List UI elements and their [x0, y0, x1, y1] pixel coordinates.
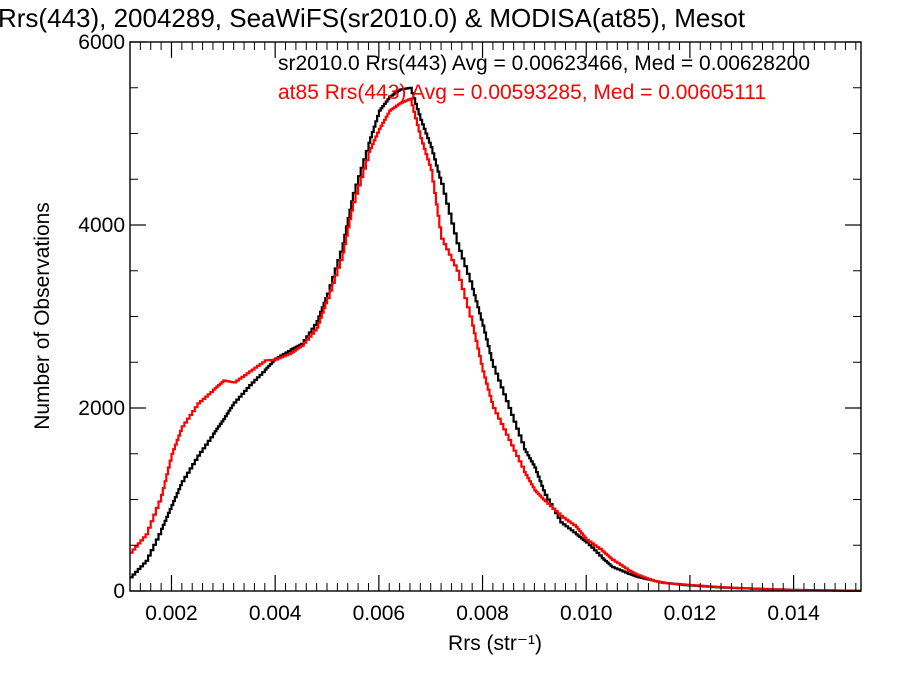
x-tick-label: 0.010 [560, 602, 613, 625]
chart-title: Rrs(443), 2004289, SeaWiFS(sr2010.0) & M… [0, 3, 746, 33]
histogram-series-1 [130, 86, 861, 592]
y-tick-label: 0 [113, 580, 125, 603]
y-tick-label: 2000 [78, 397, 125, 420]
x-tick-label: 0.002 [145, 602, 198, 625]
annotation-sr2010: sr2010.0 Rrs(443) Avg = 0.00623466, Med … [278, 52, 810, 75]
x-tick-label: 0.012 [664, 602, 717, 625]
x-tick-label: 0.008 [456, 602, 509, 625]
annotation-at85: at85 Rrs(443) Avg = 0.00593285, Med = 0.… [278, 81, 766, 104]
x-tick-label: 0.014 [767, 602, 820, 625]
x-axis-label: Rrs (str⁻¹) [448, 632, 542, 655]
y-axis: 0 2000 4000 6000 [78, 31, 861, 603]
histogram-series-2 [130, 97, 861, 592]
x-tick-label: 0.004 [249, 602, 302, 625]
plot-area [130, 86, 861, 592]
y-axis-label: Number of Observations [31, 202, 54, 430]
x-axis: 0.002 0.004 0.006 0.008 0.010 0.012 0.014 [139, 42, 857, 625]
plot-frame [129, 41, 862, 592]
y-tick-label: 6000 [78, 31, 125, 54]
y-tick-label: 4000 [78, 214, 125, 237]
x-tick-label: 0.006 [353, 602, 406, 625]
